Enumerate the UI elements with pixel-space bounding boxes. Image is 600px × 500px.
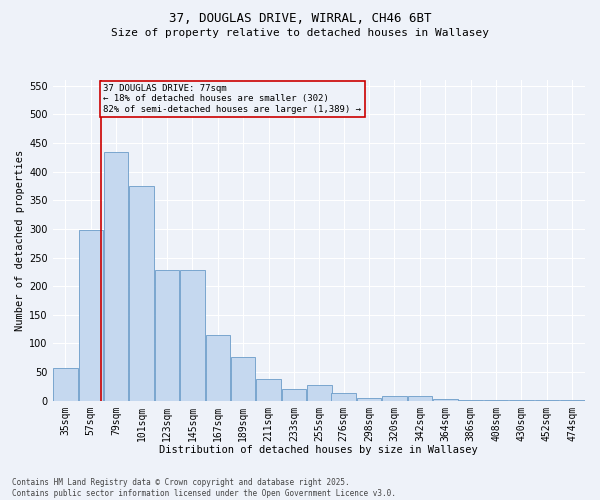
Bar: [53, 368, 77, 400]
Text: Size of property relative to detached houses in Wallasey: Size of property relative to detached ho…: [111, 28, 489, 38]
Bar: [357, 398, 381, 400]
Bar: [231, 357, 256, 401]
Bar: [256, 379, 281, 400]
Text: 37 DOUGLAS DRIVE: 77sqm
← 18% of detached houses are smaller (302)
82% of semi-d: 37 DOUGLAS DRIVE: 77sqm ← 18% of detache…: [103, 84, 361, 114]
Bar: [382, 396, 407, 400]
Y-axis label: Number of detached properties: Number of detached properties: [15, 150, 25, 331]
X-axis label: Distribution of detached houses by size in Wallasey: Distribution of detached houses by size …: [160, 445, 478, 455]
Bar: [130, 186, 154, 400]
Bar: [155, 270, 179, 400]
Bar: [433, 399, 458, 400]
Text: 37, DOUGLAS DRIVE, WIRRAL, CH46 6BT: 37, DOUGLAS DRIVE, WIRRAL, CH46 6BT: [169, 12, 431, 26]
Text: Contains HM Land Registry data © Crown copyright and database right 2025.
Contai: Contains HM Land Registry data © Crown c…: [12, 478, 396, 498]
Bar: [282, 390, 306, 400]
Bar: [206, 336, 230, 400]
Bar: [407, 396, 432, 400]
Bar: [331, 392, 356, 400]
Bar: [307, 386, 332, 400]
Bar: [79, 230, 103, 400]
Bar: [180, 270, 205, 400]
Bar: [104, 152, 128, 400]
